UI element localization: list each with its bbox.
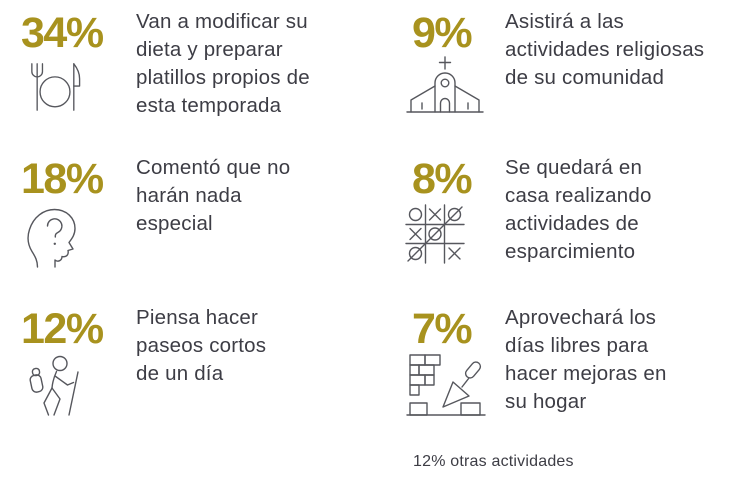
stat-item-short-trips: 12% Piensa hacer paseos cortos de un día bbox=[21, 306, 266, 416]
stat-value: 8% bbox=[412, 155, 473, 203]
thinking-head-icon bbox=[24, 206, 81, 268]
stat-description: Aprovechará los días libres para hacer m… bbox=[505, 306, 667, 413]
footnote-other-activities: 12% otras actividades bbox=[413, 453, 574, 470]
stat-item-nothing-special: 18% Comentó que no harán nada especial bbox=[21, 156, 290, 268]
cutlery-plate-icon bbox=[28, 62, 82, 112]
stat-item-home-improvement: 7% Aprovechará l bbox=[406, 305, 667, 418]
hiker-icon bbox=[26, 355, 86, 416]
stat-figure: 12% bbox=[21, 308, 136, 416]
stat-value: 12% bbox=[21, 305, 104, 353]
bricks-trowel-icon bbox=[405, 353, 487, 418]
stat-description: Asistirá a las actividades religiosas de… bbox=[505, 10, 705, 89]
stat-item-stay-home: 8% Se quedará en casa realizando activid… bbox=[405, 155, 652, 266]
stat-figure: 8% bbox=[405, 155, 505, 264]
stat-item-diet: 34% Van a modificar su dieta y preparar … bbox=[21, 10, 310, 120]
stat-figure: 9% bbox=[406, 9, 505, 113]
stat-value: 18% bbox=[21, 155, 104, 203]
stat-description: Comentó que no harán nada especial bbox=[136, 156, 291, 235]
tic-tac-toe-icon bbox=[405, 204, 465, 264]
stat-figure: 18% bbox=[21, 158, 136, 268]
stat-figure: 34% bbox=[21, 12, 136, 112]
stat-description: Van a modificar su dieta y preparar plat… bbox=[136, 10, 310, 117]
stat-item-religious: 9% Asistirá a las actividades religiosas… bbox=[406, 9, 704, 113]
stat-description: Se quedará en casa realizando actividade… bbox=[505, 156, 652, 263]
stat-description: Piensa hacer paseos cortos de un día bbox=[136, 306, 267, 385]
stat-value: 34% bbox=[21, 9, 104, 57]
stat-value: 7% bbox=[412, 305, 473, 353]
church-icon bbox=[406, 56, 484, 113]
stat-figure: 7% bbox=[406, 305, 505, 418]
stat-value: 9% bbox=[412, 9, 473, 57]
